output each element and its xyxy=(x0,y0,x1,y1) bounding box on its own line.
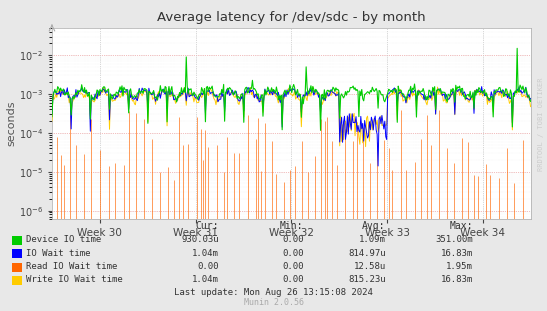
Text: 1.04m: 1.04m xyxy=(192,248,219,258)
Text: Min:: Min: xyxy=(280,220,304,230)
Text: Device IO time: Device IO time xyxy=(26,235,102,244)
Text: 930.03u: 930.03u xyxy=(181,235,219,244)
Y-axis label: seconds: seconds xyxy=(6,101,16,146)
Text: 16.83m: 16.83m xyxy=(441,248,473,258)
Text: Read IO Wait time: Read IO Wait time xyxy=(26,262,118,271)
Title: Average latency for /dev/sdc - by month: Average latency for /dev/sdc - by month xyxy=(157,11,426,24)
Text: 1.95m: 1.95m xyxy=(446,262,473,271)
Text: 351.00m: 351.00m xyxy=(435,235,473,244)
Text: 1.09m: 1.09m xyxy=(359,235,386,244)
Text: 0.00: 0.00 xyxy=(282,275,304,284)
Text: 0.00: 0.00 xyxy=(282,235,304,244)
Text: 0.00: 0.00 xyxy=(197,262,219,271)
Text: 12.58u: 12.58u xyxy=(353,262,386,271)
Text: Cur:: Cur: xyxy=(195,220,219,230)
Text: IO Wait time: IO Wait time xyxy=(26,248,91,258)
Text: 16.83m: 16.83m xyxy=(441,275,473,284)
Text: Write IO Wait time: Write IO Wait time xyxy=(26,275,123,284)
Text: 814.97u: 814.97u xyxy=(348,248,386,258)
Text: Max:: Max: xyxy=(450,220,473,230)
Text: 1.04m: 1.04m xyxy=(192,275,219,284)
Text: 815.23u: 815.23u xyxy=(348,275,386,284)
Text: 0.00: 0.00 xyxy=(282,248,304,258)
Text: Avg:: Avg: xyxy=(362,220,386,230)
Text: 0.00: 0.00 xyxy=(282,262,304,271)
Text: Last update: Mon Aug 26 13:15:08 2024: Last update: Mon Aug 26 13:15:08 2024 xyxy=(174,288,373,297)
Text: Munin 2.0.56: Munin 2.0.56 xyxy=(243,298,304,307)
Text: RRDTOOL / TOBI OETIKER: RRDTOOL / TOBI OETIKER xyxy=(538,78,544,171)
